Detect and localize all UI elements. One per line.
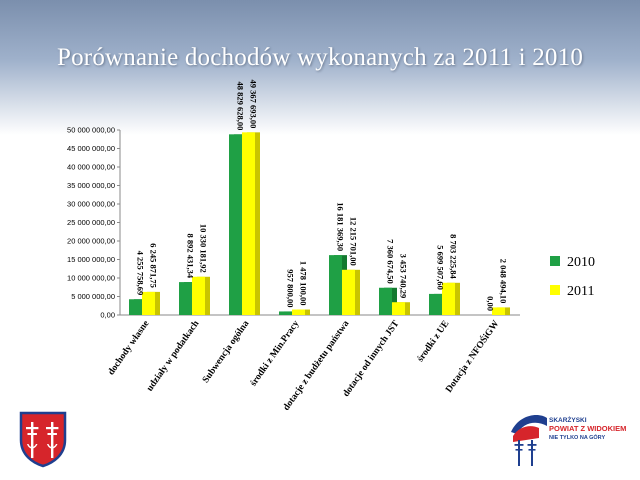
data-label-2010: 0,00 [486,296,496,311]
bar-2011 [442,282,455,315]
x-category-label: dotacje od innych JST [341,318,401,398]
coat-of-arms-logo [19,411,67,468]
bar-2010 [129,299,142,315]
data-label-2011: 10 330 181,92 [199,224,209,273]
x-category-label: środki z Min.Pracy [249,319,302,389]
powiat-brand-logo: SKARŻYSKI POWIAT Z WIDOKIEM NIE TYLKO NA… [511,414,626,466]
data-label-2011: 49 367 693,00 [249,79,259,128]
data-label-2010: 7 360 674,50 [386,239,396,284]
x-category-label: dochody własne [106,319,151,377]
bar-2010 [279,311,292,315]
bar-2011 [342,269,355,315]
bar-2011 [242,132,255,315]
y-tick-label: 45 000 000,00 [67,144,115,153]
y-tick-label: 35 000 000,00 [67,181,115,190]
bar-2011 [392,302,405,315]
data-label-2011: 8 703 225,84 [449,234,459,279]
logo-text-line1: SKARŻYSKI [549,416,587,424]
data-label-2010: 4 255 758,69 [136,251,146,296]
bar-2011 [192,276,205,315]
x-category-label: środki z UE [416,319,452,364]
data-label-2011: 12 215 701,00 [349,217,359,266]
bar-2010 [179,282,192,315]
legend-label-2010: 2010 [567,255,595,270]
y-tick-label: 15 000 000,00 [67,255,115,264]
bar-2010 [329,255,342,315]
data-label-2011: 1 478 100,00 [299,261,309,306]
data-label-2011: 2 048 494,10 [499,259,509,304]
data-labels: 4 255 758,69 6 245 871,75 8 892 431,34 10 3… [136,79,509,311]
y-tick-label: 25 000 000,00 [67,218,115,227]
logo-text-line3: NIE TYLKO NA GÓRY [549,433,605,441]
y-tick-label: 0,00 [100,311,115,320]
bar-2010 [229,134,242,315]
data-label-2011: 3 453 740,29 [399,254,409,299]
bar-2011 [492,307,505,315]
bar-2010 [429,293,442,315]
legend-label-2011: 2011 [567,284,594,299]
y-tick-label: 20 000 000,00 [67,237,115,246]
x-category-label: Subwencja ogólna [201,319,252,385]
x-category-label: udziały w podatkach [145,318,202,393]
legend-swatch-2010 [550,256,560,266]
y-tick-label: 5 000 000,00 [71,292,115,301]
bar-2010 [379,287,392,315]
data-label-2010: 8 892 431,34 [186,233,196,278]
bar-2011 [142,291,155,315]
bar-2011 [292,309,305,315]
y-tick-label: 50 000 000,00 [67,126,115,135]
y-tick-label: 30 000 000,00 [67,200,115,209]
x-category-label: Dotacja z NFOŚiGW [443,317,502,394]
y-tick-label: 40 000 000,00 [67,163,115,172]
data-label-2010: 16 181 369,30 [336,202,346,251]
bar-series [129,132,510,315]
data-label-2010: 957 800,00 [286,269,296,307]
data-label-2010: 5 699 507,60 [436,245,446,290]
logo-text-line2: POWIAT Z WIDOKIEM [549,424,626,433]
y-tick-label: 10 000 000,00 [67,274,115,283]
chart-legend: 2010 2011 [550,255,595,299]
data-label-2011: 6 245 871,75 [149,243,159,288]
legend-swatch-2011 [550,285,560,295]
y-axis: 0,00 5 000 000,00 10 000 000,00 15 000 000,… [67,126,520,320]
data-label-2010: 48 829 628,00 [236,81,246,130]
slide-title: Porównanie dochodów wykonanych za 2011 i… [56,44,584,71]
